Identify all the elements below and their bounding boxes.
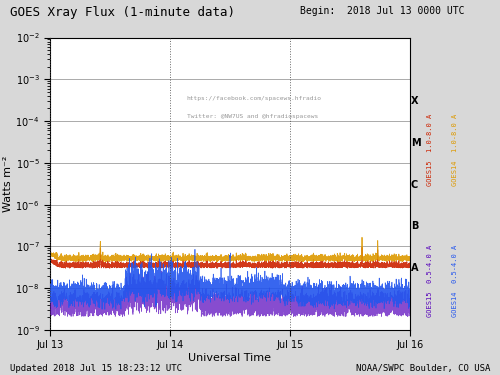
Text: Twitter: @NW7US and @hfradiospacews: Twitter: @NW7US and @hfradiospacews: [187, 114, 318, 118]
Text: Updated 2018 Jul 15 18:23:12 UTC: Updated 2018 Jul 15 18:23:12 UTC: [10, 364, 182, 373]
Text: B: B: [410, 222, 418, 231]
Text: M: M: [410, 138, 420, 148]
Text: A: A: [410, 263, 418, 273]
X-axis label: Universal Time: Universal Time: [188, 353, 272, 363]
Text: GOES15  1.0-8.0 A: GOES15 1.0-8.0 A: [427, 114, 433, 186]
Text: GOES14  0.5-4.0 A: GOES14 0.5-4.0 A: [452, 245, 458, 317]
Text: GOES15  0.5-4.0 A: GOES15 0.5-4.0 A: [427, 245, 433, 317]
Text: Begin:  2018 Jul 13 0000 UTC: Begin: 2018 Jul 13 0000 UTC: [300, 6, 464, 16]
Text: GOES Xray Flux (1-minute data): GOES Xray Flux (1-minute data): [10, 6, 235, 19]
Y-axis label: Watts m⁻²: Watts m⁻²: [2, 156, 12, 212]
Text: C: C: [410, 180, 418, 190]
Text: NOAA/SWPC Boulder, CO USA: NOAA/SWPC Boulder, CO USA: [356, 364, 490, 373]
Text: X: X: [410, 96, 418, 106]
Text: GOES14  1.0-8.0 A: GOES14 1.0-8.0 A: [452, 114, 458, 186]
Text: https://facebook.com/spacews.hfradio: https://facebook.com/spacews.hfradio: [187, 96, 322, 101]
